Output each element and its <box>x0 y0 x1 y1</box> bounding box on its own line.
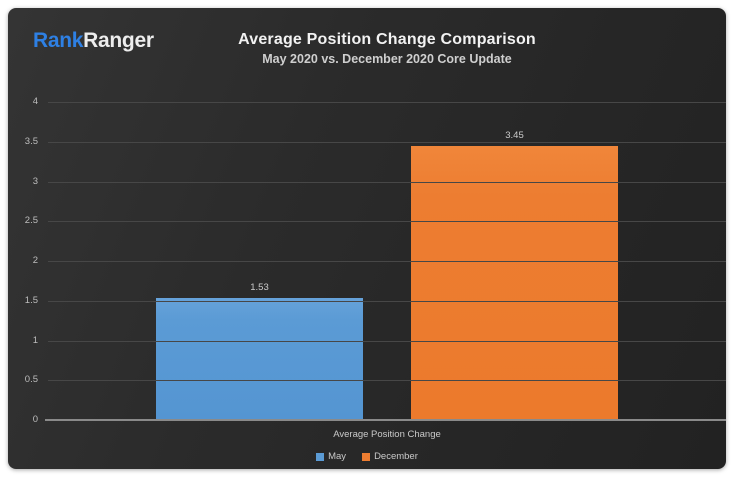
y-axis-tick-label: 3 <box>32 175 38 187</box>
bar-group-may: 1.53 <box>156 282 363 420</box>
y-axis-tick-label: 0 <box>32 414 38 425</box>
gridline <box>48 261 726 262</box>
bar-december <box>411 145 618 420</box>
gridline <box>48 181 726 183</box>
chart-canvas: RankRanger Average Position Change Compa… <box>8 8 726 469</box>
chart-subtitle: May 2020 vs. December 2020 Core Update <box>262 52 512 66</box>
bar-value-label-may: 1.53 <box>250 282 269 294</box>
bar-group-december: 3.45 <box>411 130 618 420</box>
rankranger-logo: RankRanger <box>33 29 154 53</box>
y-axis-tick-label: 1 <box>32 334 38 346</box>
legend-swatch-may <box>316 452 325 461</box>
logo-rank: Rank <box>33 29 84 52</box>
bar-value-label-december: 3.45 <box>505 129 524 141</box>
bar-may <box>156 298 363 420</box>
bars-row: 1.53 3.45 <box>48 102 726 420</box>
gridline <box>48 141 726 143</box>
y-axis-tick-label: 2.5 <box>24 215 38 227</box>
gridline <box>48 221 726 223</box>
x-axis-title: Average Position Change <box>333 429 441 440</box>
gridline <box>48 380 726 382</box>
title-block: Average Position Change Comparison May 2… <box>48 30 726 68</box>
gridline <box>48 340 726 342</box>
y-axis-tick-label: 3.5 <box>24 135 38 147</box>
gridline <box>48 102 726 103</box>
chart-title: Average Position Change Comparison <box>238 31 536 48</box>
legend-label-may: May <box>328 451 347 462</box>
legend-item-may: May <box>316 451 346 462</box>
y-axis-tick-label: 0.5 <box>24 374 38 386</box>
legend-item-december: December <box>362 451 418 462</box>
y-axis-tick-label: 1.5 <box>24 294 38 306</box>
plot-area: 1.53 3.45 4 3.5 3 2.5 2 1.5 1 0.5 0 <box>25 96 726 425</box>
gridline <box>48 300 726 302</box>
legend-label-december: December <box>374 451 418 462</box>
legend: May December <box>8 451 726 462</box>
x-axis-baseline <box>45 419 726 421</box>
legend-swatch-december <box>362 452 371 461</box>
y-axis-tick-label: 2 <box>32 255 38 266</box>
y-axis-tick-label: 4 <box>32 96 38 107</box>
logo-ranger: Ranger <box>83 29 154 52</box>
